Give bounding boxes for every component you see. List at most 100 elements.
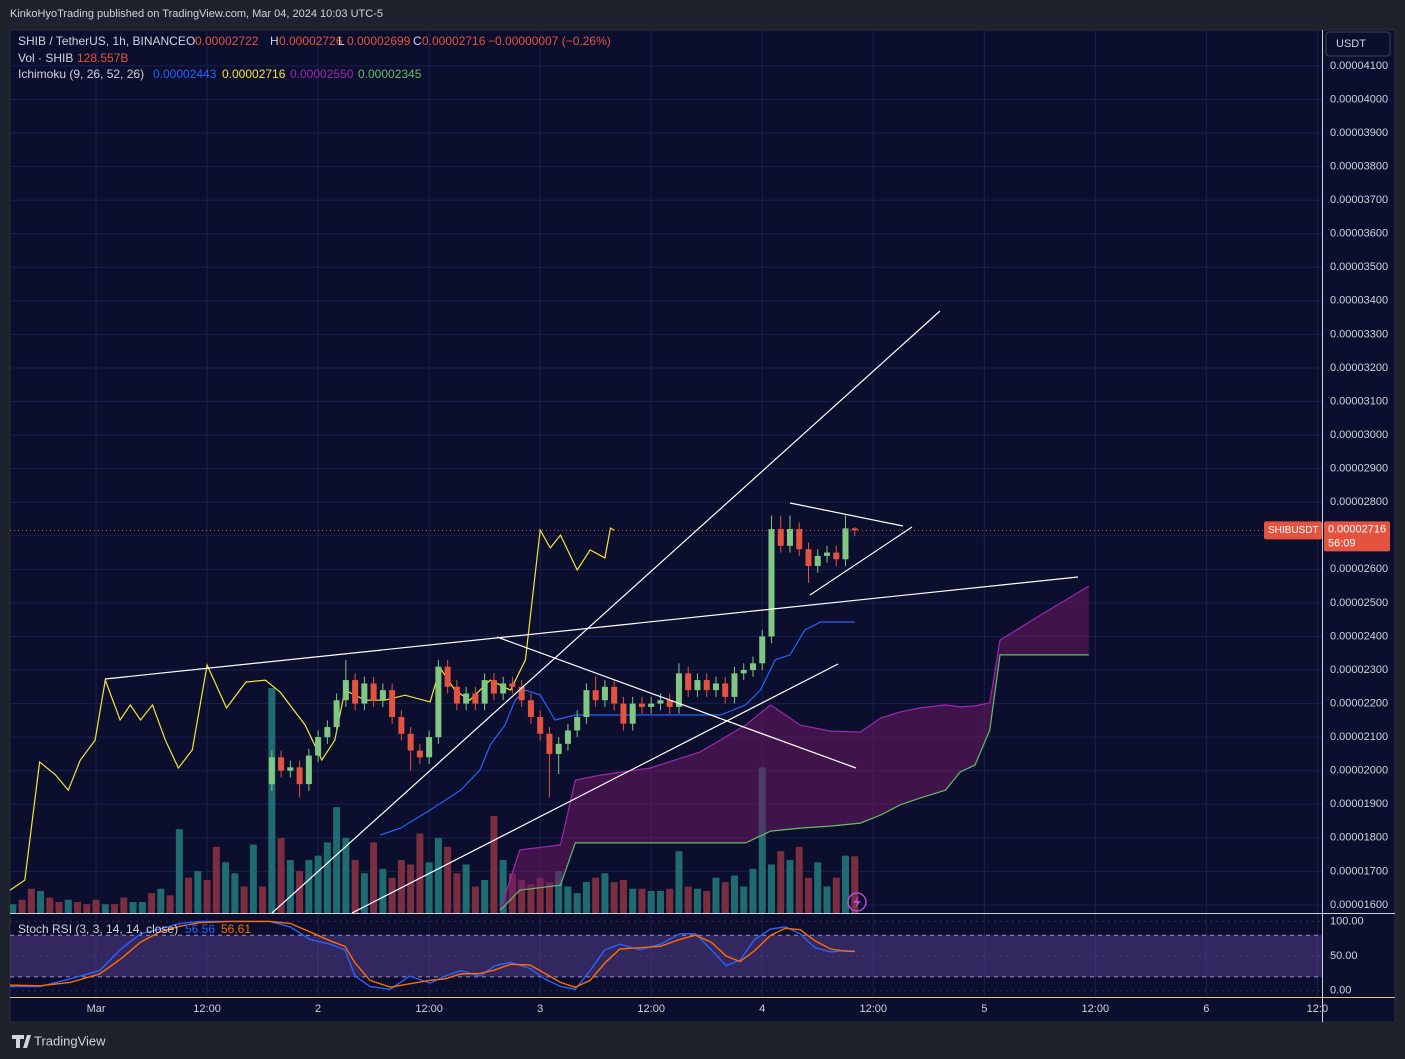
volume-bar <box>83 904 91 913</box>
y-tick-label: 0.00002500 <box>1330 597 1388 609</box>
volume-bar <box>619 879 627 913</box>
volume-bar <box>351 860 359 913</box>
x-tick-label: 6 <box>1203 1003 1209 1015</box>
volume-label: Vol · SHIB <box>18 51 73 65</box>
x-tick-label: 12:00 <box>193 1003 221 1015</box>
volume-bar <box>749 868 757 913</box>
volume-bar <box>499 860 507 913</box>
candle-body <box>453 686 460 704</box>
volume-bar <box>434 838 442 913</box>
volume-bar <box>592 877 600 913</box>
candle-body <box>527 700 534 718</box>
brand-logo <box>12 1035 31 1048</box>
x-tick-label: 12:00 <box>415 1003 443 1015</box>
y-tick-label: 0.00003700 <box>1330 194 1388 206</box>
y-tick-label: 0.00001900 <box>1330 798 1388 810</box>
candle-body <box>481 680 488 704</box>
chart-title: SHIB / TetherUS, 1h, BINANCE <box>18 34 186 48</box>
x-tick-label: 2 <box>315 1003 321 1015</box>
volume-bar <box>379 868 387 913</box>
y-tick-label: 0.00002000 <box>1330 765 1388 777</box>
drawings <box>104 310 1079 913</box>
volume-bar <box>305 860 313 913</box>
ohlc-letter: C <box>413 34 422 48</box>
candle-body <box>648 703 655 707</box>
candle-body <box>463 693 470 704</box>
y-tick-label: 0.00003200 <box>1330 362 1388 374</box>
volume-bar <box>148 893 156 913</box>
candle-body <box>537 717 544 734</box>
candle-body <box>740 670 747 674</box>
candle-body <box>851 528 858 531</box>
candle-body <box>749 663 756 671</box>
volume-bar <box>268 688 276 913</box>
volume-bar <box>370 842 378 913</box>
volume-bar <box>629 888 637 913</box>
candle-body <box>546 733 553 754</box>
volume-bar <box>259 886 267 913</box>
y-tick-label: 0.00002200 <box>1330 697 1388 709</box>
currency[interactable]: USDT <box>1336 38 1366 50</box>
x-tick-label: 12:0 <box>1307 1003 1328 1015</box>
stoch-title: Stoch RSI (3, 3, 14, 14, close) <box>18 922 178 936</box>
alert-icon[interactable] <box>847 892 867 912</box>
volume-bar <box>120 897 128 913</box>
ohlc-value: 0.00002722 <box>195 34 259 48</box>
price-tag-box <box>1324 521 1390 552</box>
brand: TradingView <box>34 1033 106 1048</box>
ichimoku-label: Ichimoku (9, 26, 52, 26) <box>18 67 144 81</box>
change: −0.00000007 (−0.26%) <box>488 34 611 48</box>
candle-body <box>611 686 618 704</box>
y2-tick-label: 50.00 <box>1330 950 1358 962</box>
candle-body <box>490 680 497 694</box>
volume-bar <box>277 838 285 913</box>
y2-tick-label: 0.00 <box>1330 985 1351 997</box>
symbol-tag: SHIBUSDT <box>1268 525 1319 536</box>
candle-body <box>601 686 608 701</box>
countdown: 56:09 <box>1328 537 1356 549</box>
currency-button[interactable] <box>1325 31 1391 57</box>
candle-body <box>814 555 821 566</box>
volume-bar <box>18 899 26 913</box>
x-tick-label: 4 <box>759 1003 765 1015</box>
cloud-upper <box>499 585 1090 911</box>
volume-bar <box>758 767 766 913</box>
candle-body <box>722 683 729 697</box>
y-tick-label: 0.00003400 <box>1330 295 1388 307</box>
candle-body <box>435 666 442 738</box>
volume-bar <box>527 884 535 913</box>
volume-bar <box>74 901 82 913</box>
publisher: KinkoHyoTrading published on TradingView… <box>10 8 383 20</box>
trendline <box>351 663 839 913</box>
volume-bar <box>222 862 230 913</box>
trendline <box>496 636 857 769</box>
ichimoku-value: 0.00002345 <box>358 67 422 81</box>
candle-body <box>823 552 830 556</box>
volume-bar <box>666 888 674 913</box>
volume-bar <box>814 862 822 913</box>
ohlc-value: 0.00002699 <box>347 34 411 48</box>
volume-bar <box>203 879 211 913</box>
volume-bar <box>712 877 720 913</box>
volume-bar <box>342 838 350 913</box>
volume-bar <box>333 807 341 913</box>
candle-body <box>759 636 766 664</box>
ichimoku-value: 0.00002550 <box>290 67 354 81</box>
triangle-line <box>809 526 913 596</box>
volume-bar <box>851 856 859 913</box>
x-tick-label: 3 <box>537 1003 543 1015</box>
candle-body <box>324 727 331 738</box>
stoch-line <box>10 920 855 988</box>
volume-bar <box>675 851 683 913</box>
volume-bar <box>804 877 812 913</box>
candle-body <box>805 549 812 566</box>
volume-bar <box>740 886 748 913</box>
volume-bar <box>841 855 849 913</box>
y-tick-label: 0.00002400 <box>1330 630 1388 642</box>
volume-bar <box>795 846 803 913</box>
candle-body <box>518 686 525 701</box>
stoch-value: 56.56 <box>185 922 215 936</box>
volume-bar <box>64 899 72 913</box>
ohlc-letter: H <box>270 34 279 48</box>
candle-body <box>555 743 562 754</box>
